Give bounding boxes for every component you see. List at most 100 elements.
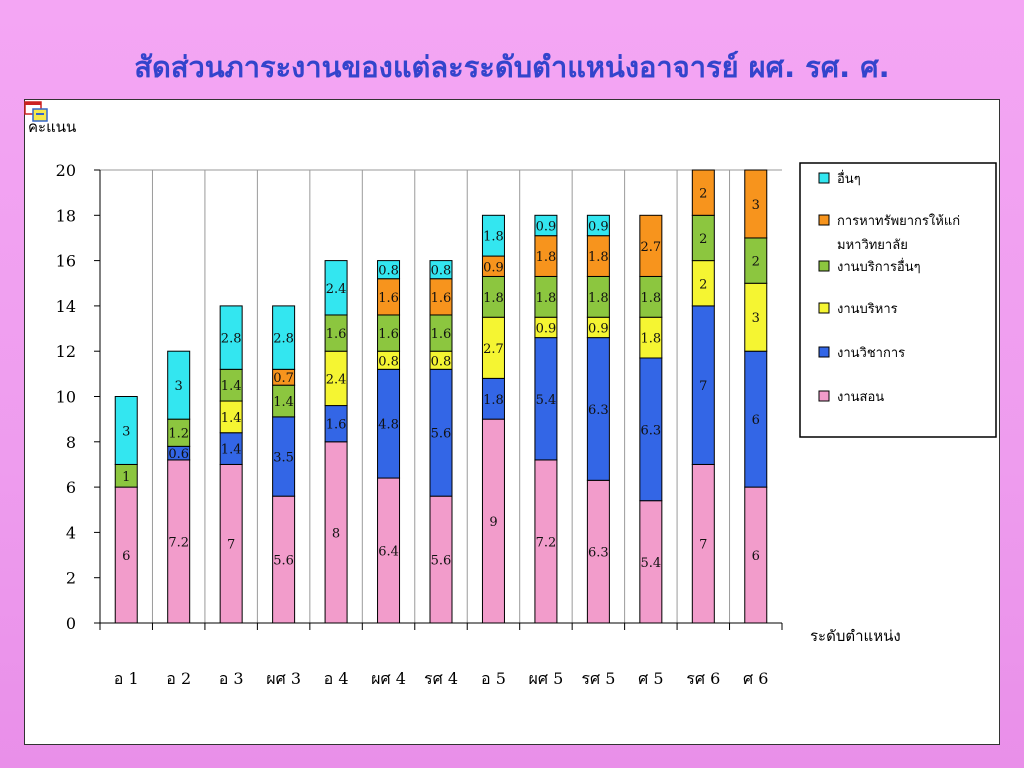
x-tick-label: รศ 5 (581, 669, 615, 688)
data-label: 3 (175, 379, 183, 394)
data-label: 8 (332, 526, 340, 541)
data-label: 1.4 (221, 443, 242, 458)
data-label: 5.6 (431, 427, 452, 442)
y-tick-label: 12 (56, 342, 76, 361)
x-tick-label: ผศ 3 (266, 669, 301, 688)
data-label: 1.8 (536, 250, 557, 265)
data-label: 7.2 (536, 535, 557, 550)
data-label: 6 (752, 549, 760, 564)
y-tick-label: 6 (66, 478, 76, 497)
data-label: 1.8 (483, 230, 504, 245)
x-tick-label: ศ 5 (638, 669, 663, 688)
data-label: 0.8 (378, 354, 399, 369)
data-label: 5.4 (641, 556, 662, 571)
legend-entry: งานบริหาร (837, 302, 898, 317)
bar-segment (534, 214, 558, 237)
bar-segment (429, 260, 453, 280)
x-tick-label: อ 1 (114, 669, 139, 688)
data-label: 0.9 (536, 321, 557, 336)
slide-title: สัดส่วนภาระงานของแต่ละระดับตำแหน่งอาจารย… (134, 50, 890, 84)
data-label: 2 (699, 277, 707, 292)
data-label: 1.8 (641, 291, 662, 306)
x-tick-label: อ 5 (481, 669, 506, 688)
data-label: 2.7 (641, 240, 662, 255)
legend-entry: การหาทรัพยากรให้แก่ (837, 213, 960, 229)
legend-swatch (818, 260, 830, 272)
data-label: 3.5 (273, 451, 294, 466)
chart-object-icon (24, 101, 48, 122)
data-label: 2.8 (273, 332, 294, 347)
data-label: 5.4 (536, 393, 557, 408)
legend-box (799, 162, 997, 438)
data-label: 1.4 (221, 411, 242, 426)
data-label: 0.8 (431, 354, 452, 369)
x-tick-label: อ 4 (324, 669, 349, 688)
data-label: 5.6 (273, 554, 294, 569)
bar-segment (114, 396, 138, 465)
x-tick-label: อ 3 (219, 669, 244, 688)
data-label: 2.4 (326, 282, 347, 297)
y-tick-label: 18 (56, 206, 76, 225)
data-label: 1.8 (483, 393, 504, 408)
legend-swatch (818, 346, 830, 358)
data-label: 0.9 (588, 219, 609, 234)
data-label: 1.8 (536, 291, 557, 306)
data-label: 1.8 (641, 332, 662, 347)
data-label: 9 (489, 515, 497, 530)
data-label: 1.4 (273, 395, 294, 410)
legend-entry: อื่นๆ (837, 170, 861, 187)
y-tick-label: 8 (66, 433, 76, 452)
data-label: 0.8 (378, 264, 399, 279)
data-label: 2.4 (326, 372, 347, 387)
legend-entry: มหาวิทยาลัย (837, 238, 908, 253)
data-label: 1.2 (168, 427, 189, 442)
data-label: 6.3 (588, 403, 609, 418)
data-label: 2 (699, 187, 707, 202)
bar-segment (744, 169, 768, 239)
x-axis-label: ระดับตำแหน่ง (810, 627, 901, 645)
legend-entry: งานวิชาการ (837, 346, 905, 361)
x-tick-label: รศ 4 (424, 669, 458, 688)
data-label: 1.6 (378, 291, 399, 306)
y-tick-label: 14 (56, 297, 76, 316)
data-label: 3 (752, 198, 760, 213)
data-label: 2 (752, 255, 760, 270)
data-label: 4.8 (378, 418, 399, 433)
legend-entry: งานสอน (837, 390, 884, 405)
data-label: 1.8 (483, 291, 504, 306)
bar-segment (691, 169, 715, 216)
y-tick-label: 2 (66, 569, 76, 588)
bar-segment (219, 305, 243, 370)
x-tick-label: อ 2 (166, 669, 191, 688)
data-label: 1.6 (431, 327, 452, 342)
y-tick-label: 16 (56, 252, 76, 271)
legend-swatch (818, 172, 830, 184)
data-label: 7 (699, 379, 707, 394)
bar-segment (481, 214, 505, 257)
bar-segment (586, 214, 610, 237)
data-label: 3 (752, 311, 760, 326)
data-label: 6 (122, 549, 130, 564)
data-label: 1.6 (326, 418, 347, 433)
y-axis-label: คะแนน (28, 118, 76, 136)
data-label: 6.3 (588, 546, 609, 561)
data-label: 7 (227, 538, 235, 553)
bar-segment (272, 305, 296, 370)
data-label: 2.7 (483, 342, 504, 357)
legend-swatch (818, 302, 830, 314)
y-tick-label: 20 (56, 161, 76, 180)
data-label: 5.6 (431, 554, 452, 569)
legend-swatch (818, 214, 830, 226)
x-tick-label: ผศ 4 (371, 669, 406, 688)
bar-segment (324, 260, 348, 316)
data-label: 0.9 (588, 321, 609, 336)
data-label: 0.6 (168, 447, 189, 462)
data-label: 0.9 (536, 219, 557, 234)
legend-swatch (818, 390, 830, 402)
data-label: 6.3 (641, 423, 662, 438)
data-label: 2.8 (221, 332, 242, 347)
data-label: 1.8 (588, 250, 609, 265)
data-label: 1.4 (221, 379, 242, 394)
data-label: 6 (752, 413, 760, 428)
